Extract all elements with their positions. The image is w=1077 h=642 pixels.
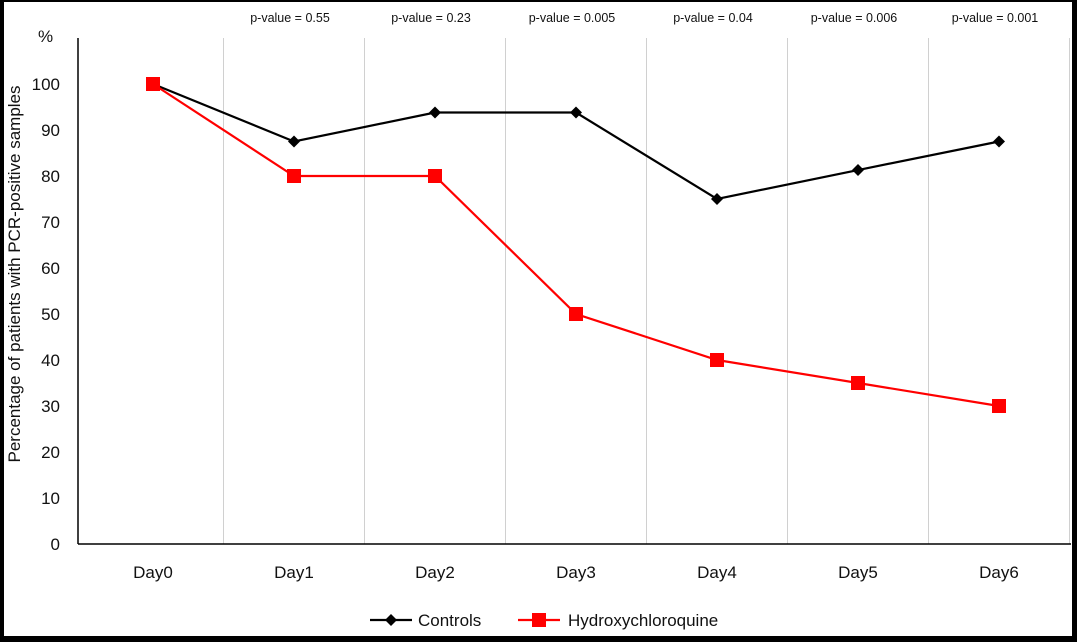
y-axis-title: Percentage of patients with PCR-positive… [5,85,24,462]
p-value-annotation: p-value = 0.001 [952,11,1039,25]
hydroxychloroquine-point [710,353,724,367]
controls-point [711,193,723,205]
x-category-label: Day5 [838,563,878,582]
y-tick-label: 20 [41,443,60,462]
y-tick-label: 90 [41,121,60,140]
hydroxychloroquine-point [569,307,583,321]
y-unit-label: % [38,27,53,46]
y-tick-label: 70 [41,213,60,232]
y-tick-label: 10 [41,489,60,508]
y-tick-label: 30 [41,397,60,416]
x-category-label: Day2 [415,563,455,582]
chart-frame: % Percentage of patients with PCR-positi… [4,2,1072,636]
y-tick-label: 40 [41,351,60,370]
grid-lines [223,38,1070,544]
p-value-annotation: p-value = 0.006 [811,11,898,25]
y-tick-label: 50 [41,305,60,324]
y-tick-label: 80 [41,167,60,186]
controls-point [288,135,300,148]
x-category-label: Day6 [979,563,1019,582]
x-category-labels: Day0 Day1 Day2 Day3 Day4 Day5 Day6 [133,563,1019,582]
hydroxychloroquine-point [428,169,442,183]
p-value-annotation: p-value = 0.04 [673,11,753,25]
controls-point [429,106,441,119]
p-value-annotation: p-value = 0.23 [391,11,471,25]
x-category-label: Day0 [133,563,173,582]
series-group [146,77,1006,413]
legend-hydroxychloroquine-marker [532,613,546,627]
legend-hydroxychloroquine-label: Hydroxychloroquine [568,611,718,630]
legend: Controls Hydroxychloroquine [370,611,718,630]
p-value-annotations: p-value = 0.55 p-value = 0.23 p-value = 0.… [250,11,1038,25]
hydroxychloroquine-point [287,169,301,183]
y-tick-label: 60 [41,259,60,278]
hydroxychloroquine-point [851,376,865,390]
hydroxychloroquine-line [152,83,1000,408]
y-tick-label: 100 [32,75,60,94]
controls-point [570,106,582,119]
line-chart: % Percentage of patients with PCR-positi… [5,11,1071,630]
x-category-label: Day3 [556,563,596,582]
y-tick-labels: 0 10 20 30 40 50 60 70 80 90 100 [32,75,60,554]
x-category-label: Day4 [697,563,737,582]
hydroxychloroquine-point [992,399,1006,413]
legend-controls-marker [385,614,397,626]
controls-point [993,135,1005,148]
p-value-annotation: p-value = 0.55 [250,11,330,25]
controls-line [152,82,1000,201]
hydroxychloroquine-point [146,77,160,91]
legend-controls-label: Controls [418,611,481,630]
x-category-label: Day1 [274,563,314,582]
y-tick-label: 0 [51,535,60,554]
p-value-annotation: p-value = 0.005 [529,11,616,25]
controls-point [852,164,864,177]
